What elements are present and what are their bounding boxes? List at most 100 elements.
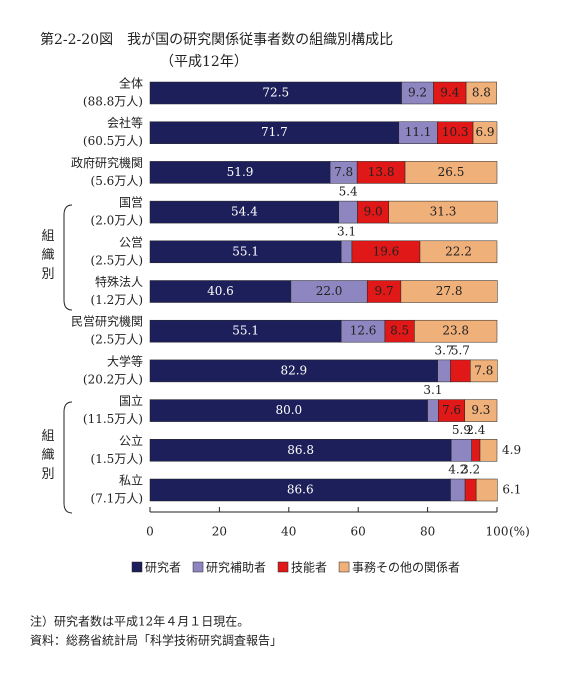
value-label: 5.4: [339, 185, 358, 199]
category-label: 私立: [119, 473, 143, 488]
x-tick-label: 60: [351, 525, 366, 539]
bar-segment: [465, 81, 497, 105]
legend-label: 事務その他の関係者: [352, 561, 460, 575]
category-sublabel: (1.2万人): [91, 293, 143, 307]
value-label: 9.7: [375, 284, 394, 298]
value-label: 3.1: [423, 383, 442, 397]
value-label: 9.0: [364, 205, 383, 219]
category-sublabel: (7.1万人): [91, 492, 143, 506]
value-label: 9.4: [440, 86, 459, 100]
value-label: 10.3: [442, 125, 469, 139]
bar-segment: [450, 439, 472, 462]
value-label: 4.2: [448, 463, 467, 477]
value-label: 2.4: [466, 423, 485, 437]
group-bracket: [63, 204, 73, 311]
value-label: 19.6: [373, 244, 400, 258]
category-label: 政府研究機関: [71, 155, 143, 170]
value-label: 5.7: [451, 343, 470, 357]
value-label: 86.6: [287, 483, 314, 497]
value-label: 72.5: [262, 86, 289, 100]
x-tick-label: 20: [212, 525, 227, 539]
value-label: 27.8: [436, 284, 463, 298]
bar-segment: [464, 399, 498, 422]
category-sublabel: (60.5万人): [83, 134, 143, 148]
category-label: 大学等: [107, 353, 143, 368]
legend-label: 研究者: [145, 560, 181, 575]
bar-segment: [464, 478, 477, 502]
value-label: 12.6: [350, 324, 377, 338]
x-tick-label: 40: [281, 525, 296, 539]
value-label: 40.6: [207, 284, 234, 298]
group-label: 組織別: [39, 229, 55, 286]
value-label: 55.1: [232, 244, 259, 258]
bar-segment: [475, 478, 498, 502]
bar-segment: [472, 121, 498, 144]
group-label: 組織別: [39, 429, 55, 486]
bar-segment: [404, 161, 498, 184]
bar-segment: [388, 200, 498, 224]
value-label: 8.8: [472, 86, 491, 100]
group-bracket: [63, 401, 73, 514]
bar-segment: [400, 280, 498, 303]
bar-segment: [414, 319, 498, 343]
category-sublabel: (2.0万人): [91, 214, 143, 228]
category-sublabel: (2.5万人): [91, 253, 143, 267]
value-label: 9.3: [471, 403, 490, 417]
value-label: 80.0: [275, 403, 302, 417]
category-sublabel: (11.5万人): [83, 412, 143, 426]
x-tick-label: 0: [146, 525, 154, 539]
value-label: 9.2: [408, 86, 427, 100]
value-label: 55.1: [232, 324, 259, 338]
value-label: 3.1: [337, 224, 356, 238]
category-label: 特殊法人: [95, 274, 143, 289]
bar-segment: [479, 439, 498, 462]
bar-segment: [340, 240, 353, 264]
value-label: 51.9: [227, 165, 254, 179]
note: 資料：総務省統計局「科学技術研究調査報告」: [30, 633, 282, 648]
category-label: 全体: [119, 76, 143, 91]
value-label: 54.4: [231, 205, 258, 219]
legend-swatch: [192, 561, 204, 573]
bar-segment: [470, 359, 498, 383]
category-label: 公立: [119, 433, 143, 448]
x-unit: (%): [509, 525, 530, 539]
value-label: 7.6: [442, 403, 461, 417]
legend-swatch: [338, 561, 350, 573]
category-sublabel: (2.5万人): [91, 333, 143, 347]
value-label: 4.9: [502, 443, 521, 457]
value-label: 11.1: [405, 125, 432, 139]
value-label: 6.9: [475, 125, 494, 139]
bar-segment: [427, 399, 439, 422]
category-sublabel: (20.2万人): [83, 372, 143, 386]
category-label: 公営: [119, 235, 143, 249]
bar-segment: [419, 240, 498, 264]
bar-segment: [437, 359, 451, 383]
chart-title: 第2-2-20図 我が国の研究関係従事者数の組織別構成比: [40, 31, 393, 48]
bar-segment: [471, 439, 481, 462]
value-label: 86.8: [287, 443, 314, 457]
x-tick-label: 80: [420, 525, 435, 539]
legend-swatch: [277, 561, 289, 573]
bar-segment: [450, 478, 466, 502]
value-label: 71.7: [261, 125, 288, 139]
value-label: 31.3: [430, 205, 457, 219]
value-label: 3.2: [461, 463, 480, 477]
value-label: 8.5: [390, 324, 409, 338]
category-label: 国営: [119, 196, 143, 210]
value-label: 13.8: [368, 165, 395, 179]
legend-swatch: [131, 561, 143, 573]
value-label: 23.8: [442, 324, 469, 338]
bar-segment: [450, 359, 471, 383]
value-label: 7.8: [474, 363, 493, 377]
value-label: 82.9: [280, 363, 307, 377]
value-label: 3.7: [435, 343, 454, 357]
legend-label: 研究補助者: [206, 560, 266, 575]
x-tick-label: 100: [486, 525, 509, 539]
category-label: 会社等: [107, 115, 143, 130]
category-sublabel: (1.5万人): [91, 452, 143, 466]
value-label: 7.8: [334, 165, 353, 179]
value-label: 26.5: [438, 165, 465, 179]
bar-segment: [338, 200, 358, 224]
category-sublabel: (88.8万人): [83, 95, 143, 109]
